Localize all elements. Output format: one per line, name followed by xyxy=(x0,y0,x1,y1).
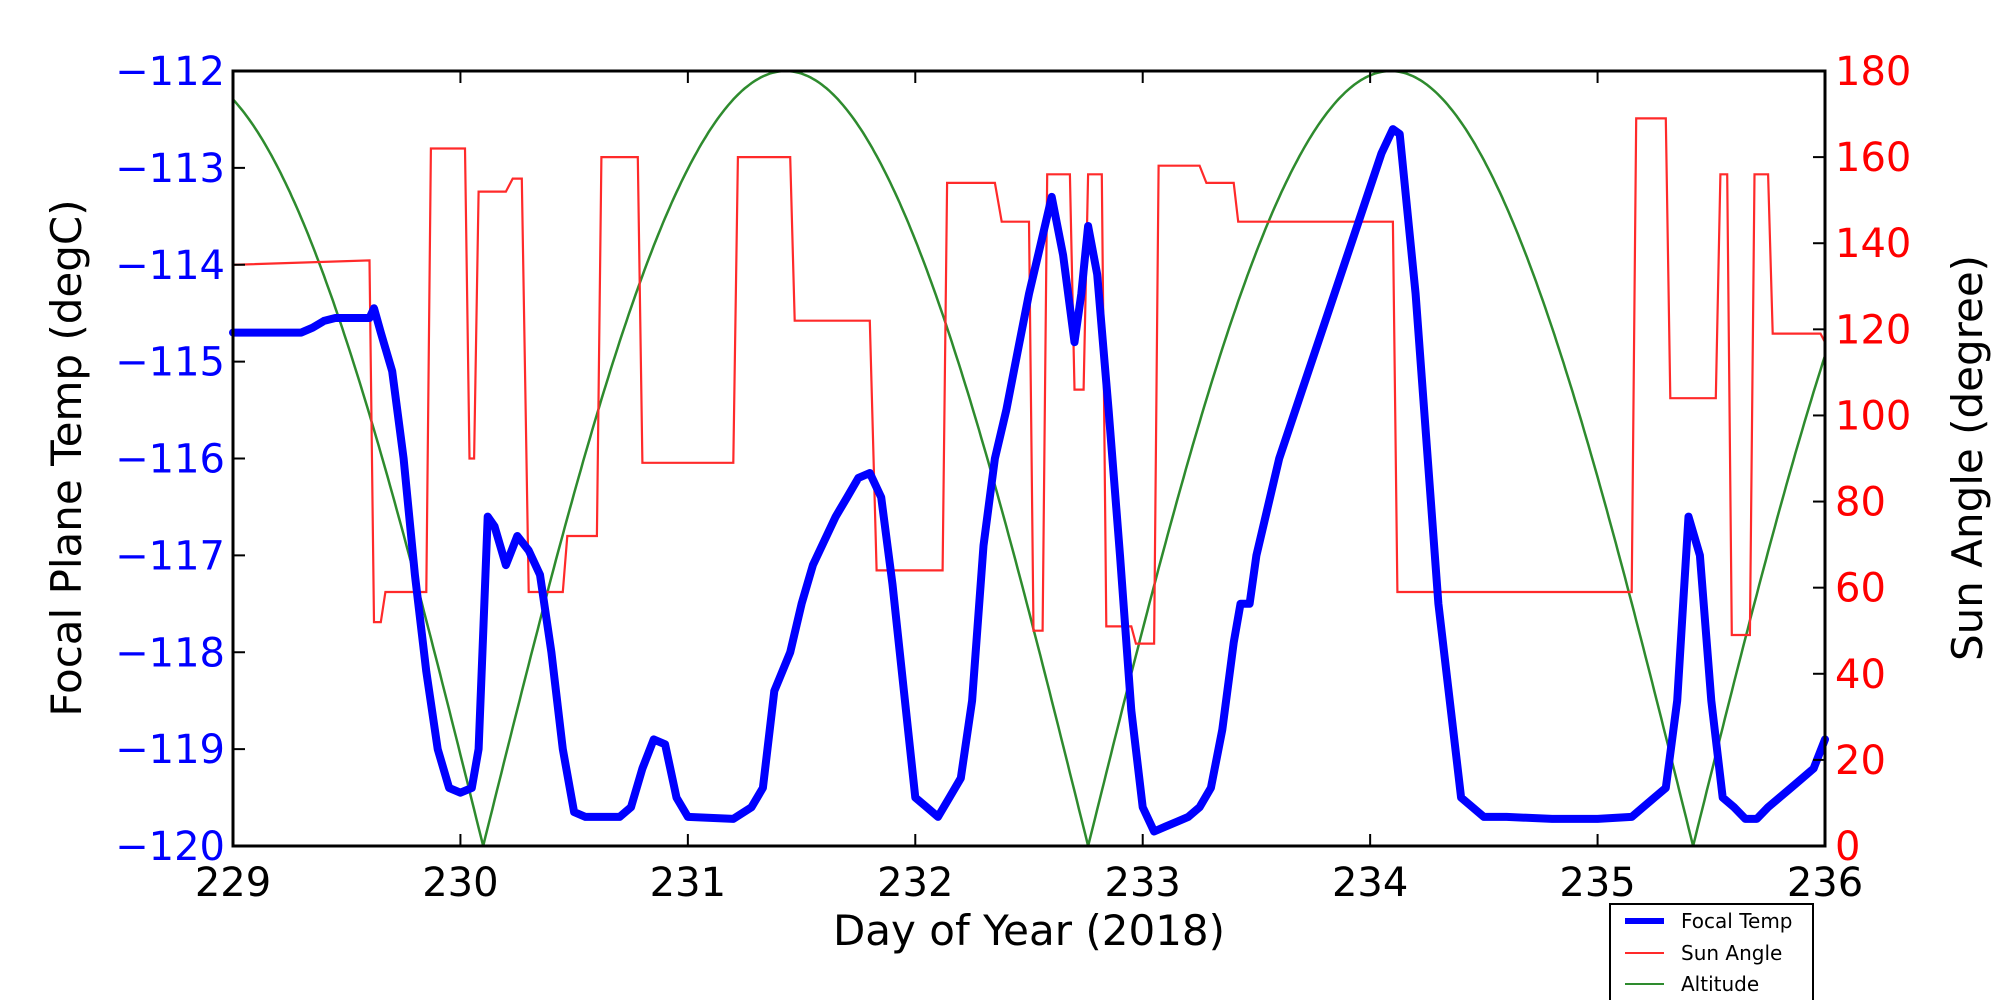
legend-label-focal-temp: Focal Temp xyxy=(1681,909,1793,933)
series-focal-temp-line xyxy=(229,125,1829,836)
y-axis-right-label: Sun Angle (degree) xyxy=(1943,255,1992,661)
y-left-tick-label: −120 xyxy=(115,824,225,870)
x-tick-label: 233 xyxy=(1105,860,1181,906)
y-right-tick-label: 180 xyxy=(1835,49,1911,95)
y-right-tick-label: 0 xyxy=(1835,824,1860,870)
y-right-tick-label: 20 xyxy=(1835,738,1886,784)
y-left-tick-label: −115 xyxy=(115,340,225,386)
y-left-tick-label: −114 xyxy=(115,243,225,289)
x-tick-label: 232 xyxy=(877,860,953,906)
x-tick-label: 234 xyxy=(1332,860,1408,906)
y-right-tick-label: 140 xyxy=(1835,221,1911,267)
x-tick-label: 236 xyxy=(1787,860,1863,906)
series-altitude-line xyxy=(232,69,1827,847)
y-right-tick-label: 100 xyxy=(1835,393,1911,439)
x-tick-label: 231 xyxy=(650,860,726,906)
y-left-tick-label: −118 xyxy=(115,630,225,676)
y-right-tick-label: 40 xyxy=(1835,652,1886,698)
series-sun-angle-line xyxy=(232,117,1826,645)
y-right-tick-label: 60 xyxy=(1835,566,1886,612)
y-left-tick-label: −112 xyxy=(115,49,225,95)
legend-label-sun-angle: Sun Angle xyxy=(1681,941,1782,965)
x-tick-label: 235 xyxy=(1559,860,1635,906)
y-left-tick-label: −113 xyxy=(115,146,225,192)
legend-label-altitude: Altitude xyxy=(1681,972,1759,996)
y-left-tick-label: −116 xyxy=(115,437,225,483)
y-axis-left-label: Focal Plane Temp (degC) xyxy=(42,199,91,716)
y-left-tick-label: −119 xyxy=(115,727,225,773)
legend: Focal Temp Sun Angle Altitude xyxy=(1609,903,1814,1000)
y-right-tick-label: 160 xyxy=(1835,135,1911,181)
x-axis-label: Day of Year (2018) xyxy=(833,906,1225,955)
y-right-tick-label: 120 xyxy=(1835,307,1911,353)
x-tick-label: 229 xyxy=(195,860,271,906)
y-left-tick-label: −117 xyxy=(115,533,225,579)
x-tick-label: 230 xyxy=(422,860,498,906)
y-right-tick-label: 80 xyxy=(1835,480,1886,526)
